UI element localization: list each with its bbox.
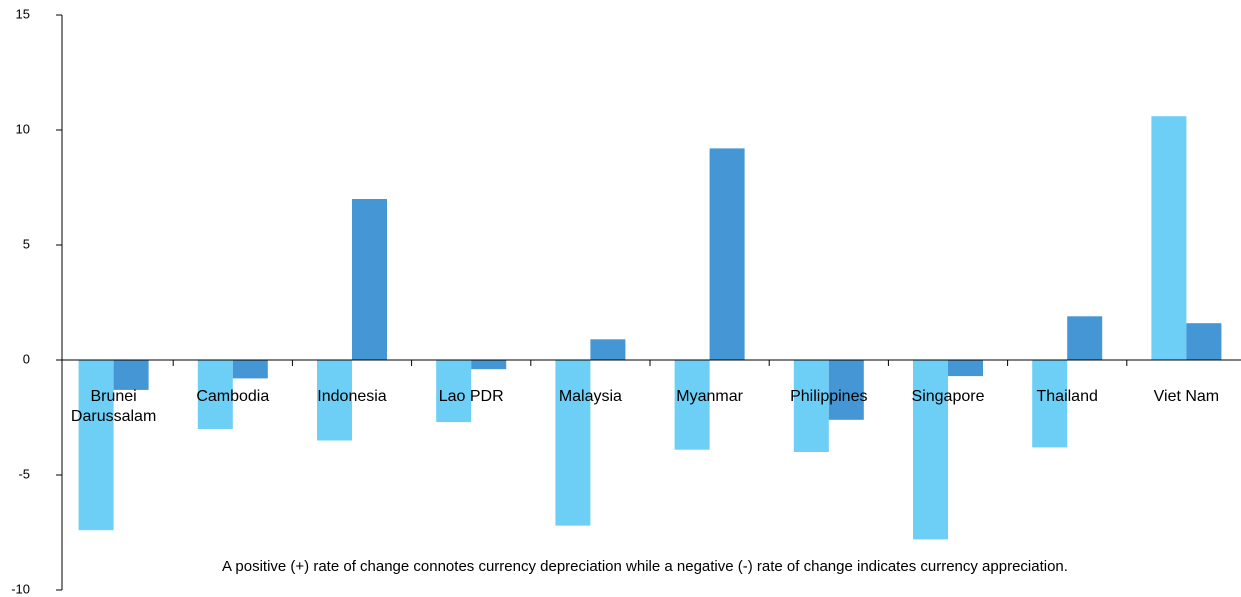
bar	[1067, 316, 1103, 360]
bar	[1032, 360, 1068, 448]
x-tick-label: Thailand	[1036, 388, 1098, 405]
bar	[197, 360, 233, 429]
x-tick-label: Malaysia	[558, 388, 622, 405]
x-tick-label: Myanmar	[676, 388, 743, 405]
y-tick-label: 15	[16, 6, 30, 21]
y-tick-label: 0	[23, 351, 30, 366]
x-tick-label: Cambodia	[196, 388, 270, 405]
bar	[590, 339, 626, 360]
x-tick-label: Lao PDR	[438, 388, 504, 405]
bar	[232, 360, 268, 379]
x-tick-label: Brunei Darussalam	[70, 388, 157, 425]
bar	[709, 148, 745, 360]
y-tick-label: -5	[18, 466, 30, 481]
y-tick-label: 10	[16, 121, 30, 136]
x-tick-label: Indonesia	[317, 388, 387, 405]
bar	[555, 360, 591, 526]
bar	[828, 360, 864, 420]
bar	[352, 199, 387, 360]
bar	[1151, 116, 1187, 360]
bar	[436, 360, 472, 423]
y-tick-label: 5	[23, 236, 30, 251]
x-tick-label: Singapore	[911, 388, 985, 405]
bar	[793, 360, 829, 452]
annotation: A positive (+) rate of change connotes c…	[222, 558, 1068, 575]
bar	[1186, 323, 1222, 360]
bar	[913, 360, 948, 540]
bar	[113, 360, 149, 390]
x-tick-label: Philippines	[790, 388, 868, 405]
bar	[674, 360, 710, 450]
x-tick-label: Viet Nam	[1153, 388, 1220, 405]
bar	[317, 360, 352, 441]
bar	[471, 360, 507, 370]
bar	[948, 360, 983, 377]
bar	[78, 360, 114, 531]
y-tick-label: -10	[11, 581, 30, 596]
